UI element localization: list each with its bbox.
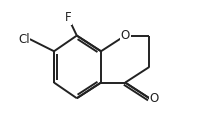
- Text: F: F: [65, 11, 72, 24]
- Text: Cl: Cl: [18, 33, 30, 46]
- Text: O: O: [121, 29, 130, 42]
- Text: O: O: [149, 92, 159, 105]
